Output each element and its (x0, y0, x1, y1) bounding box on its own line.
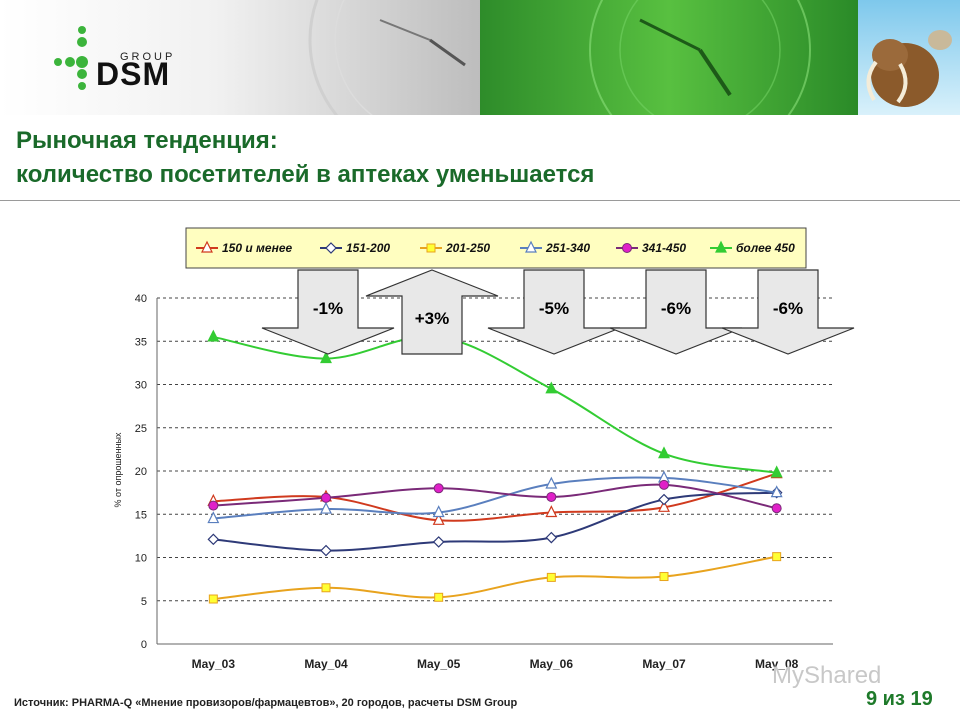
down-arrow-icon (487, 269, 621, 355)
data-point (659, 479, 669, 490)
data-point (545, 476, 558, 489)
logo-dsm-text: DSM (96, 56, 171, 92)
x-tick-label: May_05 (417, 657, 461, 671)
data-point (770, 485, 783, 498)
watermark-text: MyShared (772, 662, 882, 689)
data-point (658, 499, 670, 512)
data-point (770, 465, 783, 478)
change-label: -5% (539, 299, 569, 318)
data-point (772, 552, 782, 562)
x-tick-label: May_06 (530, 657, 574, 671)
data-point (546, 491, 557, 502)
legend-label: 251-340 (545, 241, 590, 255)
down-arrow-icon (261, 269, 395, 355)
slide-title-line-2: количество посетителей в аптеках уменьша… (16, 161, 595, 188)
data-point (207, 511, 220, 524)
y-tick-label: 5 (141, 596, 147, 608)
y-tick-label: 10 (135, 553, 147, 565)
data-point (325, 242, 337, 254)
data-point (545, 381, 558, 394)
change-label: -1% (313, 299, 343, 318)
series-2 (208, 552, 782, 604)
y-tick-label: 20 (135, 466, 147, 478)
data-point (433, 483, 444, 494)
chart-gridlines (157, 297, 833, 602)
x-tick-label: May_08 (755, 657, 799, 671)
x-tick-label: May_03 (192, 657, 236, 671)
data-point (771, 503, 782, 514)
source-note: Источник: PHARMA-Q «Мнение провизоров/фа… (14, 697, 518, 709)
y-tick-label: 35 (135, 336, 147, 348)
legend-label: более 450 (736, 241, 795, 255)
data-point (320, 544, 332, 557)
data-point (432, 512, 445, 525)
legend-label: 151-200 (346, 241, 390, 255)
data-point (546, 572, 556, 582)
change-arrows: -1% +3% -5% -6% -6% (261, 269, 855, 355)
change-label: +3% (415, 309, 450, 328)
series-line (213, 335, 777, 474)
data-point (201, 240, 213, 253)
series-line (213, 472, 777, 522)
x-tick-label: May_07 (642, 657, 686, 671)
data-point (432, 536, 445, 548)
header-banner: GROUP DSM (0, 0, 960, 115)
down-arrow-icon (609, 269, 743, 355)
y-axis-title: % от опрошенных (113, 432, 123, 507)
y-tick-label: 15 (135, 509, 147, 521)
data-point (321, 492, 331, 503)
series-3 (207, 470, 783, 524)
up-arrow-icon (365, 269, 499, 355)
title-divider (0, 200, 960, 201)
y-tick-label: 30 (135, 380, 147, 392)
legend-label: 341-450 (642, 241, 686, 255)
data-point (715, 240, 727, 253)
data-point (545, 531, 558, 544)
series-line (213, 491, 777, 552)
y-tick-label: 25 (135, 423, 147, 435)
series-line (213, 483, 777, 510)
x-tick-label: May_04 (304, 657, 348, 671)
data-point (622, 243, 632, 253)
data-point (434, 592, 444, 602)
data-point (320, 501, 332, 514)
data-point (658, 446, 670, 459)
data-point (207, 329, 220, 342)
change-label: -6% (661, 299, 691, 318)
data-point (525, 240, 537, 253)
data-point (545, 505, 558, 518)
data-point (208, 500, 219, 511)
y-tick-label: 0 (141, 639, 147, 651)
chart-axes: 0 5 10 15 20 25 30 35 40 May_03 May_04 May_05 May_06… (113, 293, 833, 671)
data-point (432, 505, 445, 518)
legend-box (185, 227, 807, 269)
series-5 (207, 329, 783, 478)
series-line (213, 555, 777, 601)
slide-title: Рыночная тенденция: количество посетител… (16, 124, 916, 192)
chart-series (207, 329, 783, 604)
dsm-logo-icon (54, 26, 88, 90)
data-point (658, 493, 670, 506)
data-point (320, 351, 332, 364)
slide-title-line-1: Рыночная тенденция: (16, 127, 278, 154)
change-label: -6% (773, 299, 803, 318)
logo-group-text: GROUP (120, 51, 176, 63)
data-point (207, 533, 220, 546)
data-point (426, 243, 436, 253)
legend-label: 201-250 (445, 241, 490, 255)
page-counter: 9 из 19 (866, 688, 933, 710)
series-line (213, 476, 777, 520)
y-tick-label: 40 (135, 293, 147, 305)
legend-label: 150 и менее (222, 241, 292, 255)
data-point (321, 583, 331, 593)
down-arrow-icon (721, 269, 855, 355)
clock-banner-image (0, 0, 960, 115)
data-point (208, 594, 218, 604)
chart-legend: 150 и менее 151-200 201-250 251-340 341-450 б… (185, 227, 807, 269)
data-point (659, 572, 669, 582)
series-4 (208, 479, 782, 514)
